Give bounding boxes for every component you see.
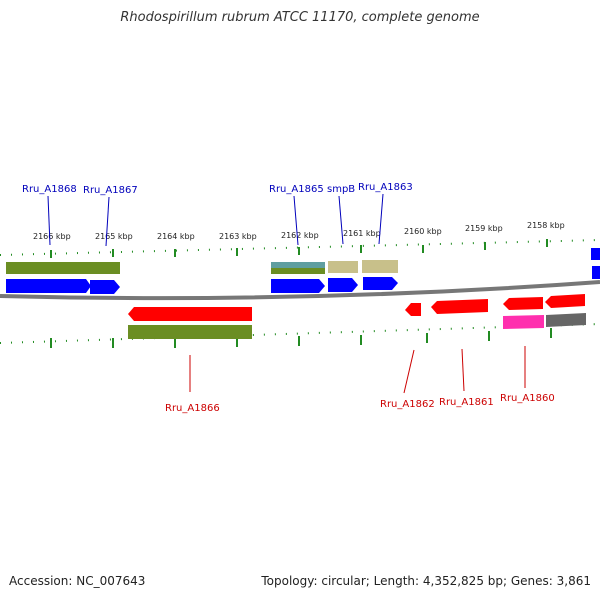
scale-label: 2165 kbp (95, 232, 133, 241)
gene-arrow-rru-a1866[interactable] (128, 307, 252, 321)
genome-title: Rhodospirillum rubrum ATCC 11170, comple… (120, 10, 480, 25)
gene-label-smpb[interactable]: smpB (327, 184, 355, 195)
cds-feature-bar[interactable] (271, 268, 325, 274)
major-ticks (50, 239, 552, 348)
gene-label-rru-a1866[interactable]: Rru_A1866 (165, 403, 220, 414)
forward-gene-labels: Rru_A1868 Rru_A1867 Rru_A1865 smpB Rru_A… (22, 182, 413, 196)
gene-label-rru-a1862[interactable]: Rru_A1862 (380, 399, 435, 410)
cds-feature-bar[interactable] (128, 325, 252, 339)
gene-arrow-rru-a1867[interactable] (90, 280, 120, 294)
gene-label-rru-a1860[interactable]: Rru_A1860 (500, 393, 555, 404)
misc-feature-bar[interactable] (328, 261, 358, 273)
gene-arrow-rru-a1865[interactable] (271, 279, 325, 293)
scale-label: 2162 kbp (281, 231, 319, 240)
gene-arrow-offscreen[interactable] (592, 266, 600, 279)
scale-label: 2158 kbp (527, 221, 565, 230)
gene-arrow-offscreen[interactable] (591, 248, 600, 260)
gene-arrow-smpb[interactable] (328, 278, 358, 292)
reverse-gene-labels: Rru_A1866 Rru_A1862 Rru_A1861 Rru_A1860 (165, 393, 555, 414)
gene-label-rru-a1867[interactable]: Rru_A1867 (83, 185, 138, 196)
accession-text: Accession: NC_007643 (9, 574, 146, 588)
gene-label-rru-a1863[interactable]: Rru_A1863 (358, 182, 413, 193)
leader-line (403, 349, 415, 394)
genome-backbone (0, 280, 600, 301)
gene-arrow-rru-a1861[interactable] (431, 299, 488, 314)
cds-feature-bar[interactable] (6, 262, 120, 274)
scale-labels: 2166 kbp 2165 kbp 2164 kbp 2163 kbp 2162… (33, 221, 565, 241)
gene-arrow-rru-a1868[interactable] (6, 279, 91, 293)
scale-label: 2164 kbp (157, 232, 195, 241)
leader-lines (47, 193, 526, 394)
gene-label-rru-a1861[interactable]: Rru_A1861 (439, 397, 494, 408)
gene-arrow-rru-a1863[interactable] (363, 277, 398, 290)
forward-genes (6, 248, 600, 294)
scale-label: 2166 kbp (33, 232, 71, 241)
highlight-feature-bar[interactable] (503, 315, 544, 329)
gene-arrow-offscreen[interactable] (545, 294, 585, 308)
genome-summary-text: Topology: circular; Length: 4,352,825 bp… (261, 574, 591, 588)
gene-label-rru-a1865[interactable]: Rru_A1865 (269, 184, 324, 195)
leader-line (293, 195, 299, 246)
leader-line (338, 195, 344, 245)
scale-label: 2161 kbp (343, 229, 381, 238)
rna-feature-bar[interactable] (271, 262, 325, 268)
scale-label: 2159 kbp (465, 224, 503, 233)
gene-label-rru-a1868[interactable]: Rru_A1868 (22, 184, 77, 195)
gene-arrow-rru-a1860[interactable] (503, 297, 543, 310)
scale-label: 2160 kbp (404, 227, 442, 236)
leader-line (47, 195, 51, 246)
leader-line (461, 348, 465, 392)
leader-line (378, 193, 384, 245)
leader-line (105, 196, 110, 247)
misc-feature-bar[interactable] (362, 260, 398, 273)
gene-arrow-rru-a1862[interactable] (405, 303, 421, 316)
scale-label: 2163 kbp (219, 232, 257, 241)
reverse-genes (128, 294, 585, 321)
grey-feature-bar[interactable] (546, 313, 586, 327)
